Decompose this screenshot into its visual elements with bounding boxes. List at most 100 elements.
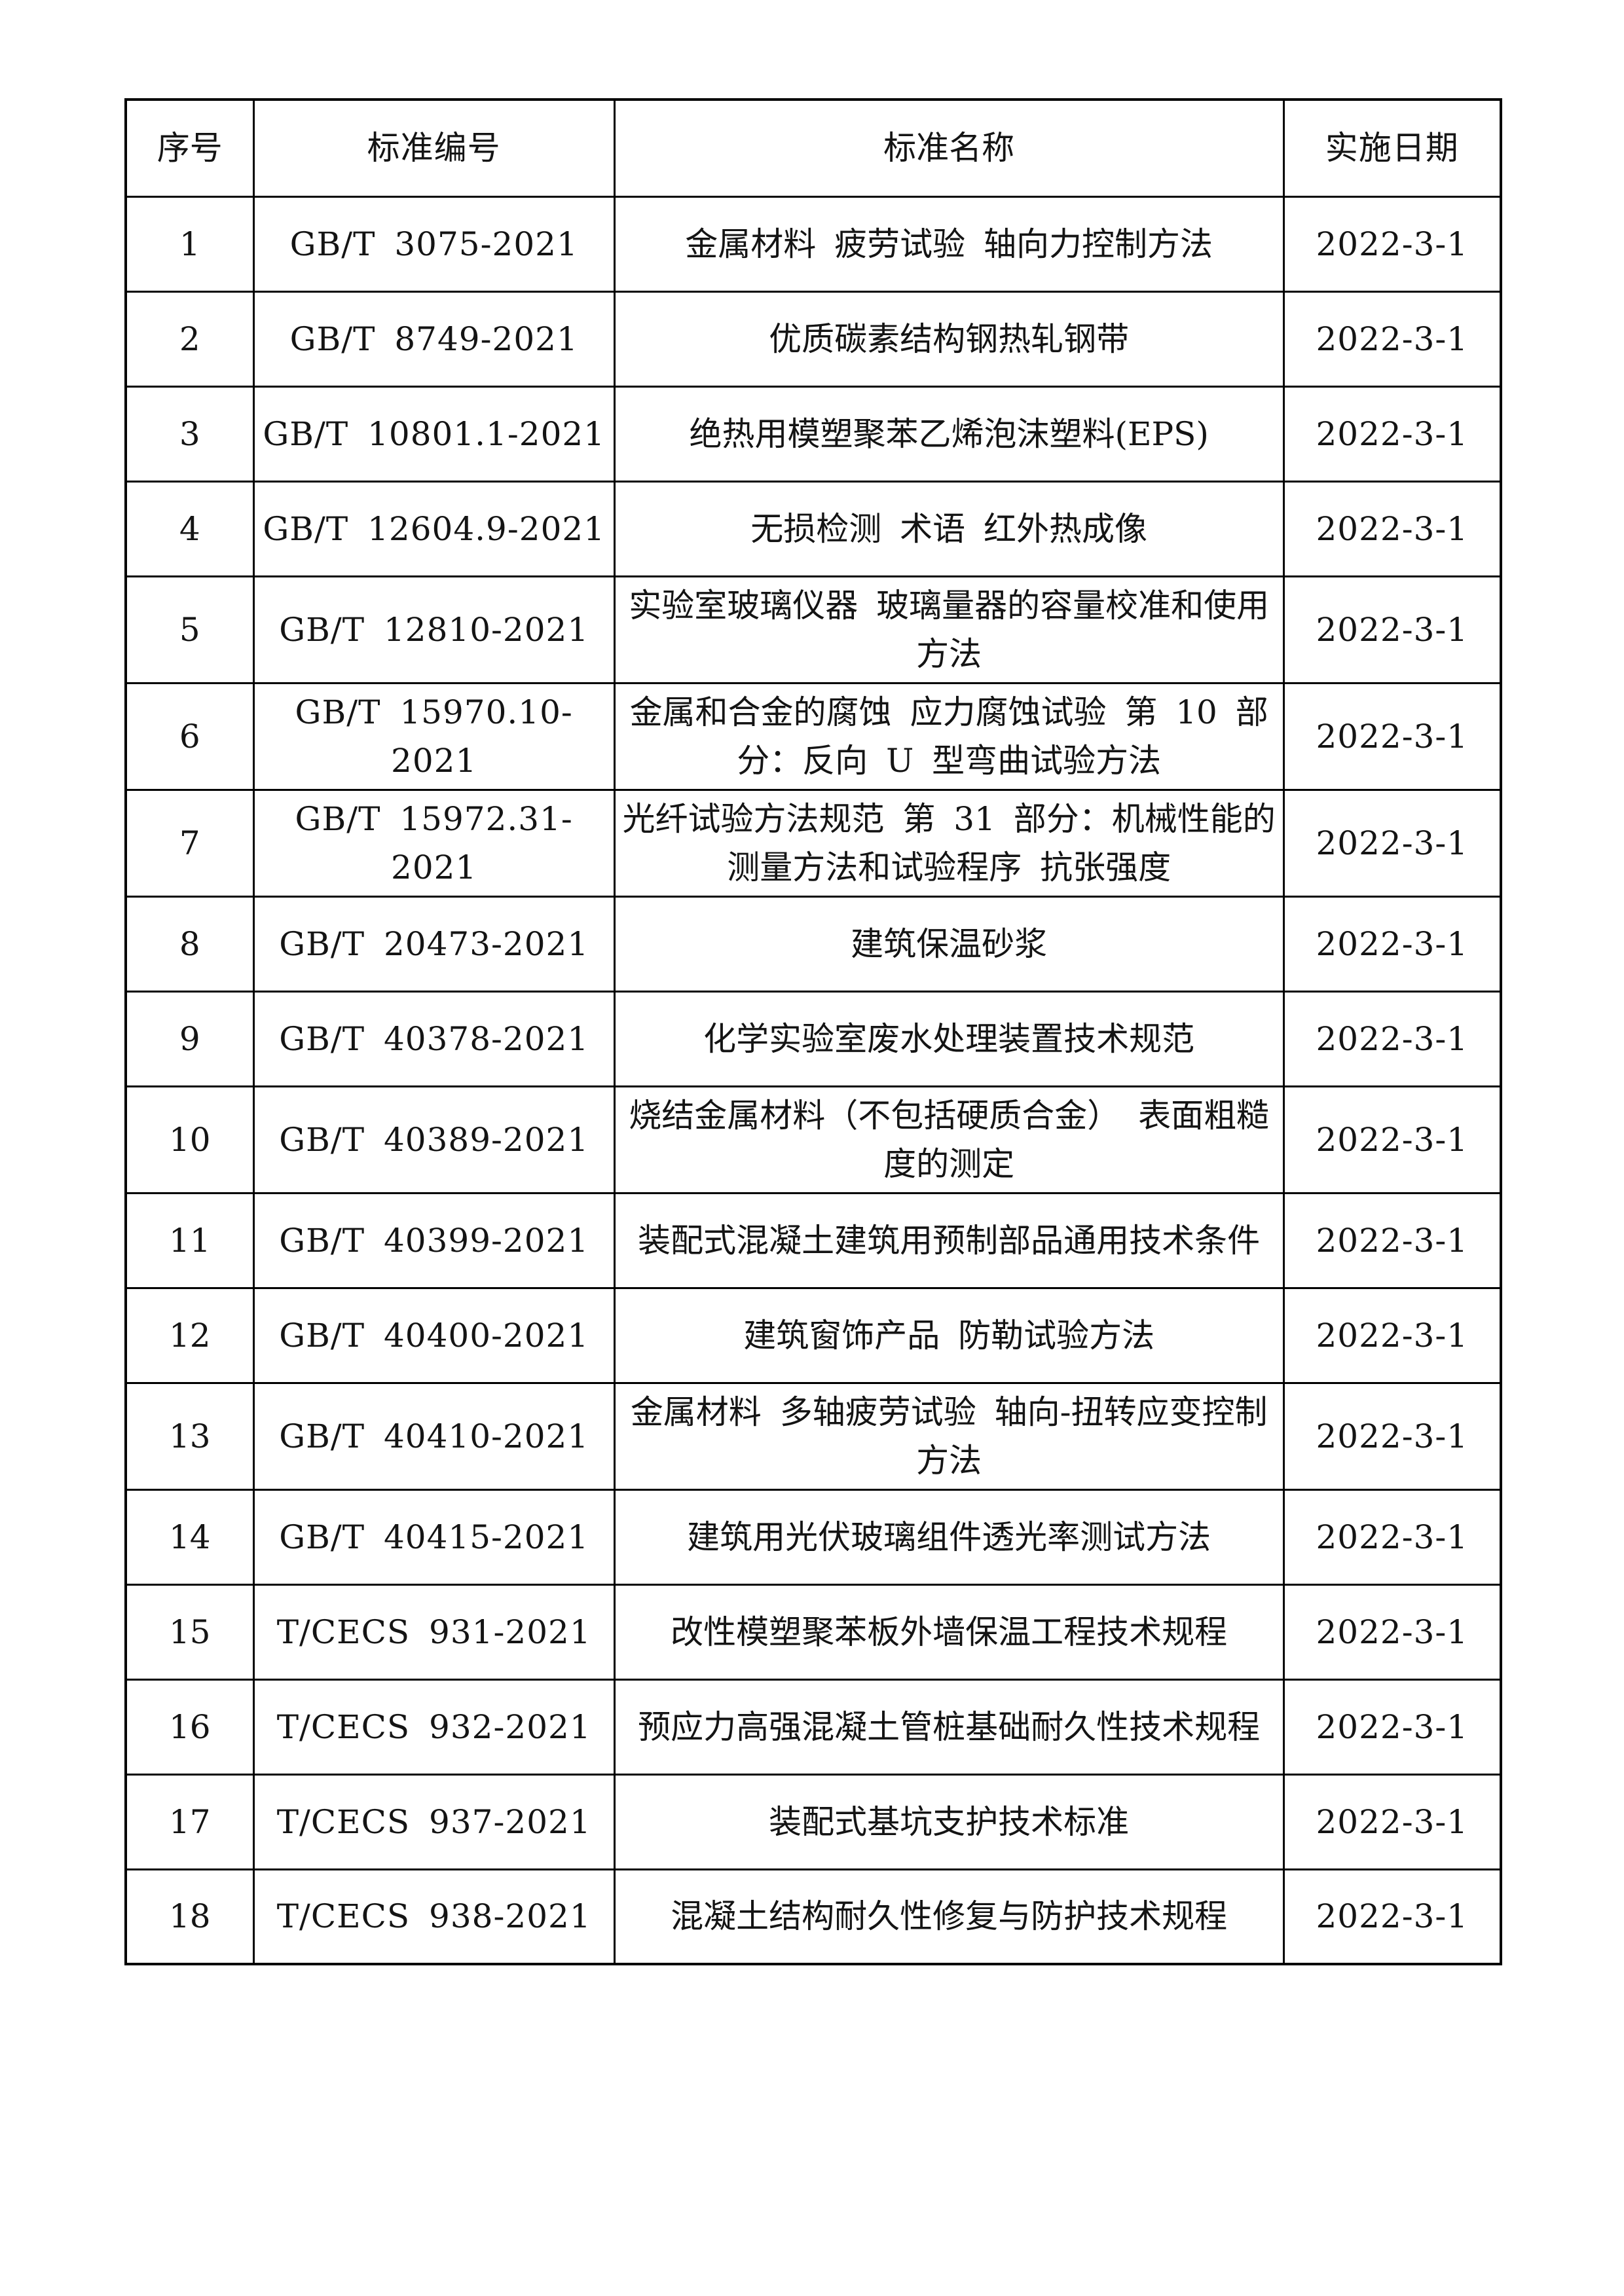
cell-date: 2022-3-1	[1282, 788, 1502, 898]
cell-no: 14	[124, 1488, 255, 1586]
cell-date: 2022-3-1	[1282, 1583, 1502, 1681]
cell-no: 10	[124, 1085, 255, 1194]
cell-code: GB/T 10801.1-2021	[252, 385, 616, 483]
cell-name: 建筑用光伏玻璃组件透光率测试方法	[613, 1488, 1285, 1586]
cell-code: GB/T 15970.10-2021	[252, 682, 616, 791]
standards-table-container: 序号 标准编号 标准名称 实施日期 1 GB/T 3075-2021 金属材料 疲劳…	[124, 98, 1502, 1965]
header-cell-date: 实施日期	[1282, 98, 1502, 198]
table-row: 11 GB/T 40399-2021 装配式混凝土建筑用预制部品通用技术条件 2022…	[124, 1192, 1502, 1289]
cell-date: 2022-3-1	[1282, 1773, 1502, 1870]
cell-name: 建筑窗饰产品 防勒试验方法	[613, 1286, 1285, 1384]
cell-name: 无损检测 术语 红外热成像	[613, 480, 1285, 577]
cell-name: 装配式基坑支护技术标准	[613, 1773, 1285, 1870]
table-row: 14 GB/T 40415-2021 建筑用光伏玻璃组件透光率测试方法 2022-3-…	[124, 1488, 1502, 1586]
cell-name: 优质碳素结构钢热轧钢带	[613, 290, 1285, 388]
cell-no: 13	[124, 1381, 255, 1491]
cell-no: 9	[124, 990, 255, 1087]
table-row: 12 GB/T 40400-2021 建筑窗饰产品 防勒试验方法 2022-3-1	[124, 1286, 1502, 1384]
header-cell-code: 标准编号	[252, 98, 616, 198]
cell-name: 建筑保温砂浆	[613, 895, 1285, 993]
cell-date: 2022-3-1	[1282, 290, 1502, 388]
cell-code: GB/T 8749-2021	[252, 290, 616, 388]
cell-code: GB/T 15972.31-2021	[252, 788, 616, 898]
cell-date: 2022-3-1	[1282, 1381, 1502, 1491]
cell-name: 改性模塑聚苯板外墙保温工程技术规程	[613, 1583, 1285, 1681]
cell-code: GB/T 3075-2021	[252, 195, 616, 293]
standards-table: 序号 标准编号 标准名称 实施日期 1 GB/T 3075-2021 金属材料 疲劳…	[124, 98, 1502, 1965]
table-row: 4 GB/T 12604.9-2021 无损检测 术语 红外热成像 2022-3-1	[124, 480, 1502, 577]
table-row: 7 GB/T 15972.31-2021 光纤试验方法规范 第 31 部分：机械性能…	[124, 788, 1502, 898]
cell-name: 混凝土结构耐久性修复与防护技术规程	[613, 1868, 1285, 1965]
cell-name: 绝热用模塑聚苯乙烯泡沫塑料(EPS)	[613, 385, 1285, 483]
table-row: 1 GB/T 3075-2021 金属材料 疲劳试验 轴向力控制方法 2022-3-1	[124, 195, 1502, 293]
header-cell-no: 序号	[124, 98, 255, 198]
table-row: 17 T/CECS 937-2021 装配式基坑支护技术标准 2022-3-1	[124, 1773, 1502, 1870]
cell-date: 2022-3-1	[1282, 1488, 1502, 1586]
cell-date: 2022-3-1	[1282, 385, 1502, 483]
cell-date: 2022-3-1	[1282, 1286, 1502, 1384]
cell-code: GB/T 40399-2021	[252, 1192, 616, 1289]
table-row: 15 T/CECS 931-2021 改性模塑聚苯板外墙保温工程技术规程 2022-3…	[124, 1583, 1502, 1681]
cell-date: 2022-3-1	[1282, 575, 1502, 684]
table-row: 13 GB/T 40410-2021 金属材料 多轴疲劳试验 轴向-扭转应变控制方法…	[124, 1381, 1502, 1491]
table-row: 18 T/CECS 938-2021 混凝土结构耐久性修复与防护技术规程 2022-3…	[124, 1868, 1502, 1965]
cell-code: GB/T 40415-2021	[252, 1488, 616, 1586]
cell-no: 1	[124, 195, 255, 293]
cell-no: 16	[124, 1678, 255, 1776]
cell-code: GB/T 40389-2021	[252, 1085, 616, 1194]
cell-name: 烧结金属材料（不包括硬质合金） 表面粗糙度的测定	[613, 1085, 1285, 1194]
cell-name: 金属材料 多轴疲劳试验 轴向-扭转应变控制方法	[613, 1381, 1285, 1491]
cell-no: 11	[124, 1192, 255, 1289]
table-row: 3 GB/T 10801.1-2021 绝热用模塑聚苯乙烯泡沫塑料(EPS) 2022…	[124, 385, 1502, 483]
cell-date: 2022-3-1	[1282, 195, 1502, 293]
cell-no: 17	[124, 1773, 255, 1870]
cell-code: T/CECS 932-2021	[252, 1678, 616, 1776]
cell-no: 3	[124, 385, 255, 483]
cell-code: GB/T 20473-2021	[252, 895, 616, 993]
cell-code: GB/T 40400-2021	[252, 1286, 616, 1384]
cell-name: 光纤试验方法规范 第 31 部分：机械性能的测量方法和试验程序 抗张强度	[613, 788, 1285, 898]
cell-name: 金属材料 疲劳试验 轴向力控制方法	[613, 195, 1285, 293]
cell-no: 5	[124, 575, 255, 684]
table-row: 5 GB/T 12810-2021 实验室玻璃仪器 玻璃量器的容量校准和使用方法 20…	[124, 575, 1502, 684]
cell-code: T/CECS 931-2021	[252, 1583, 616, 1681]
cell-no: 18	[124, 1868, 255, 1965]
cell-code: GB/T 40378-2021	[252, 990, 616, 1087]
cell-no: 12	[124, 1286, 255, 1384]
cell-no: 8	[124, 895, 255, 993]
cell-no: 7	[124, 788, 255, 898]
cell-no: 15	[124, 1583, 255, 1681]
cell-date: 2022-3-1	[1282, 895, 1502, 993]
cell-name: 实验室玻璃仪器 玻璃量器的容量校准和使用方法	[613, 575, 1285, 684]
cell-no: 2	[124, 290, 255, 388]
cell-name: 化学实验室废水处理装置技术规范	[613, 990, 1285, 1087]
table-row: 16 T/CECS 932-2021 预应力高强混凝土管桩基础耐久性技术规程 2022…	[124, 1678, 1502, 1776]
header-row: 序号 标准编号 标准名称 实施日期	[124, 98, 1502, 198]
cell-no: 4	[124, 480, 255, 577]
cell-date: 2022-3-1	[1282, 1192, 1502, 1289]
table-row: 2 GB/T 8749-2021 优质碳素结构钢热轧钢带 2022-3-1	[124, 290, 1502, 388]
cell-date: 2022-3-1	[1282, 480, 1502, 577]
cell-code: T/CECS 937-2021	[252, 1773, 616, 1870]
cell-date: 2022-3-1	[1282, 990, 1502, 1087]
cell-code: GB/T 12810-2021	[252, 575, 616, 684]
cell-date: 2022-3-1	[1282, 1085, 1502, 1194]
cell-code: GB/T 40410-2021	[252, 1381, 616, 1491]
table-row: 6 GB/T 15970.10-2021 金属和合金的腐蚀 应力腐蚀试验 第 10 …	[124, 682, 1502, 791]
cell-code: GB/T 12604.9-2021	[252, 480, 616, 577]
table-header: 序号 标准编号 标准名称 实施日期	[124, 98, 1502, 198]
cell-name: 预应力高强混凝土管桩基础耐久性技术规程	[613, 1678, 1285, 1776]
cell-name: 装配式混凝土建筑用预制部品通用技术条件	[613, 1192, 1285, 1289]
header-cell-name: 标准名称	[613, 98, 1285, 198]
cell-date: 2022-3-1	[1282, 1678, 1502, 1776]
table-row: 9 GB/T 40378-2021 化学实验室废水处理装置技术规范 2022-3-1	[124, 990, 1502, 1087]
cell-name: 金属和合金的腐蚀 应力腐蚀试验 第 10 部分：反向 U 型弯曲试验方法	[613, 682, 1285, 791]
cell-code: T/CECS 938-2021	[252, 1868, 616, 1965]
table-row: 8 GB/T 20473-2021 建筑保温砂浆 2022-3-1	[124, 895, 1502, 993]
cell-date: 2022-3-1	[1282, 1868, 1502, 1965]
table-row: 10 GB/T 40389-2021 烧结金属材料（不包括硬质合金） 表面粗糙度的测…	[124, 1085, 1502, 1194]
cell-date: 2022-3-1	[1282, 682, 1502, 791]
cell-no: 6	[124, 682, 255, 791]
